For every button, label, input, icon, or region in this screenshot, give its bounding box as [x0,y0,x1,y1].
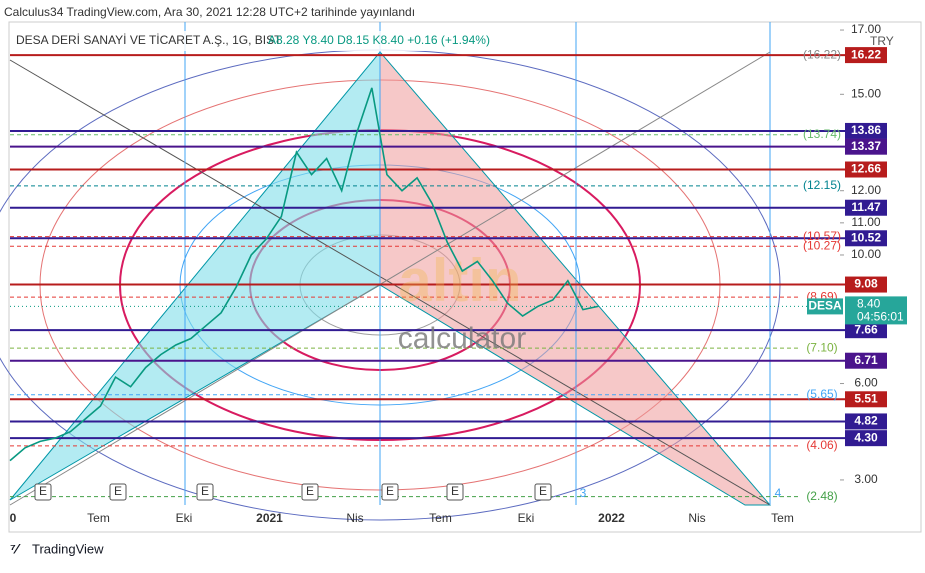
level-label: 13.86 [851,123,881,137]
symbol-box [807,298,843,315]
y-tick-label: 15.00 [851,86,881,100]
level-label: 16.22 [851,47,881,61]
level-label: 7.66 [854,322,878,336]
event-box [109,483,127,501]
event-label: E [39,484,47,498]
event-box [446,483,464,501]
level-box [845,161,887,178]
event-box [34,483,52,501]
cycle-label: 3 [580,486,587,500]
level-label: 6.71 [854,353,878,367]
level-label: 5.51 [854,391,878,405]
fib-label: (5.65) [806,387,837,401]
frame [8,21,922,533]
level-box [845,122,887,139]
watermark-text: calculator [398,322,526,355]
level-box [845,352,887,369]
level-box [845,413,887,430]
fib-label: (10.27) [803,238,841,252]
legend-ohlc: A8.28 Y8.40 D8.15 K8.40 +0.16 (+1.94%) [268,33,490,47]
event-label: E [451,484,459,498]
level-label: 4.30 [854,430,878,444]
x-tick-label: Tem [771,511,794,525]
drawings [0,22,781,521]
event-box [301,483,319,501]
legend-bg [12,31,522,51]
fib-label: (13.74) [803,127,841,141]
event-box [381,483,399,501]
level-box [845,230,887,247]
last-box [845,296,907,325]
x-tick-label: Nis [688,511,705,525]
level-label: 10.52 [851,230,881,244]
logo: ⁷⁄ [10,541,21,557]
level-label: 11.47 [851,200,881,214]
currency: TRY [870,34,894,48]
countdown: 04:56:01 [857,310,904,324]
fib-label: (2.48) [806,489,837,503]
fib-label: (4.06) [806,438,837,452]
publisher: Calculus34 TradingView.com, Ara 30, 2021… [4,5,415,19]
level-box [845,322,887,339]
level-box [845,430,887,447]
event-box [196,483,214,501]
level-label: 9.08 [854,277,878,291]
event-label: E [114,484,122,498]
last-label: 8.40 [857,297,881,311]
y-tick-label: 10.00 [851,247,881,261]
level-label: 13.37 [851,139,881,153]
cycle-label: 4 [775,486,782,500]
y-tick-label: 11.00 [851,215,880,229]
price-line [9,87,599,462]
x-tick-label: 2021 [256,511,283,525]
fib-label: (16.22) [803,47,841,61]
level-box [845,391,887,408]
level-box [845,138,887,155]
x-tick-label: Nis [346,511,363,525]
footer-brand: TradingView [32,541,104,556]
level-box [845,276,887,293]
y-tick-label: 12.00 [851,183,881,197]
level-label: 12.66 [851,162,881,176]
x-tick-label: Tem [429,511,452,525]
event-label: E [201,484,209,498]
x-tick-label: Eki [176,511,193,525]
event-label: E [539,484,547,498]
footer: ⁷⁄ TradingView [10,541,104,557]
level-box [845,199,887,216]
fib-label: (12.15) [803,178,841,192]
x-tick-label: Tem [87,511,110,525]
event-label: E [386,484,394,498]
legend-title: DESA DERİ SANAYİ VE TİCARET A.Ş., 1G, BI… [16,33,282,47]
event-label: E [306,484,314,498]
y-tick-label: 6.00 [854,376,878,390]
fib-label: (7.10) [806,340,837,354]
y-tick-label: 3.00 [854,472,878,486]
event-box [534,483,552,501]
y-tick-label: 17.00 [851,22,881,36]
x-tick-label: 2022 [598,511,625,525]
x-tick-label: 0 [10,511,17,525]
symbol-label: DESA [808,299,842,313]
watermark-logo: altin [398,247,521,314]
level-label: 4.82 [854,414,878,428]
fib-label: (10.57) [803,229,841,243]
x-tick-label: Eki [518,511,535,525]
level-box [845,47,887,64]
